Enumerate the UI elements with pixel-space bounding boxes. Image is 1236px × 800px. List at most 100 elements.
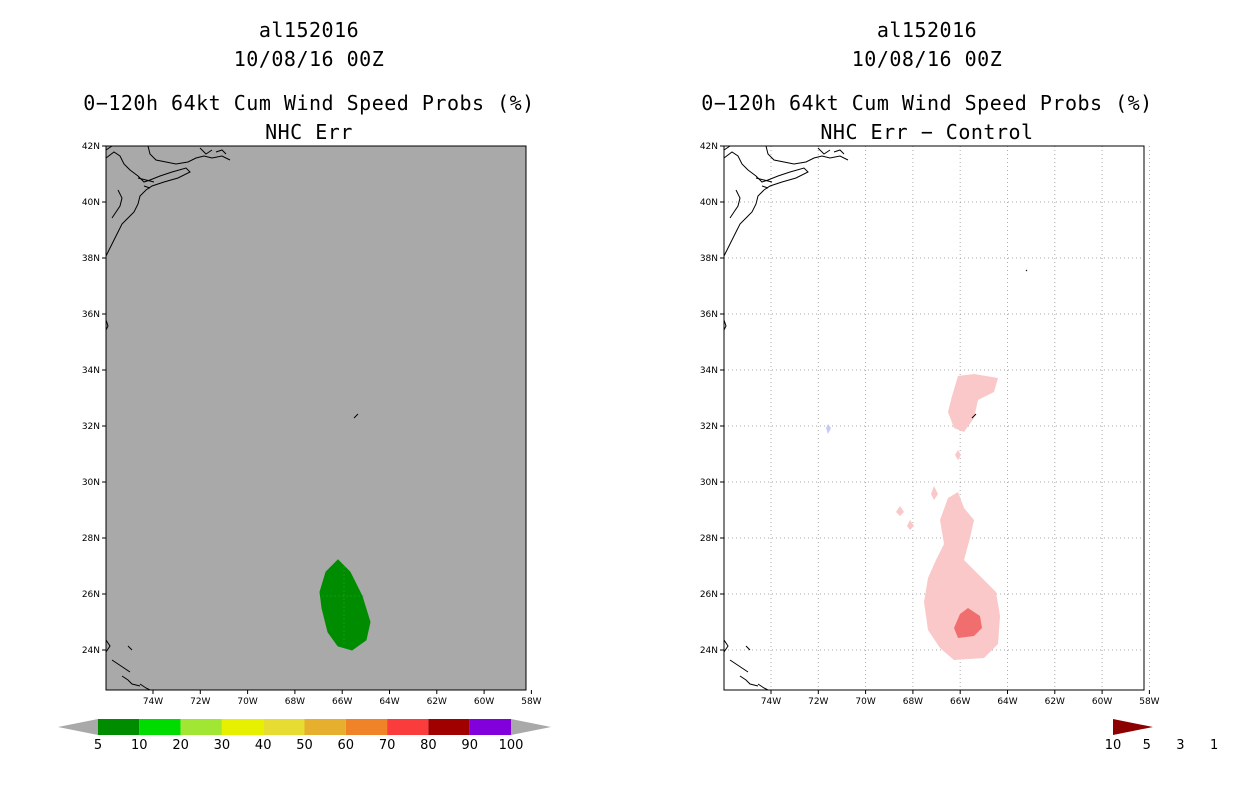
lat-label: 34N [700, 366, 718, 376]
lat-label: 40N [700, 198, 718, 208]
colorbar-label: 5 [1143, 738, 1151, 753]
lat-label: 32N [700, 422, 718, 432]
lon-label: 60W [1092, 697, 1112, 707]
colorbar-label: 20 [172, 738, 189, 753]
left-product-title: 0−120h 64kt Cum Wind Speed Probs (%) [83, 91, 535, 115]
left-panel: al152016 10/08/16 00Z 0−120h 64kt Cum Wi… [58, 18, 551, 753]
colorbar-label: 60 [338, 738, 355, 753]
colorbar-bin [345, 719, 388, 735]
right-map: 42N 40N 38N 36N 34N 32N 30N 28N 26N 24N 74W 72W 70W… [700, 142, 1218, 753]
lon-label: 64W [379, 697, 399, 707]
colorbar-bin [428, 719, 470, 735]
colorbar-bin [221, 719, 264, 735]
lat-label: 28N [700, 534, 718, 544]
right-colorbar: −10−5−3−113510 [1105, 719, 1218, 753]
right-storm-id: al152016 [876, 18, 978, 42]
colorbar-bin [469, 719, 511, 735]
lon-label: 66W [950, 697, 970, 707]
right-diff-1-3-west-b [896, 506, 904, 516]
colorbar-label: 50 [296, 738, 313, 753]
colorbar-label: 90 [461, 738, 478, 753]
right-coastline [723, 145, 1028, 691]
colorbar-label: 80 [420, 738, 437, 753]
left-map: 42N 40N 38N 36N 34N 32N 30N 28N 26N 24N 74W 72W 70W… [58, 142, 551, 753]
lon-label: 62W [427, 697, 447, 707]
lat-label: 26N [82, 590, 100, 600]
left-datetime: 10/08/16 00Z [233, 47, 385, 71]
lon-label: 64W [997, 697, 1017, 707]
lon-label: 72W [190, 697, 210, 707]
left-subtitle: NHC Err [265, 120, 353, 144]
lat-label: 28N [82, 534, 100, 544]
colorbar-label: 100 [499, 738, 524, 753]
colorbar-label: 40 [255, 738, 272, 753]
right-diff-neg-1-3 [826, 424, 831, 434]
lon-label: 68W [285, 697, 305, 707]
lat-label: 24N [82, 646, 100, 656]
left-contour-grid [322, 566, 366, 646]
left-storm-id: al152016 [258, 18, 360, 42]
colorbar-bin [98, 719, 140, 735]
lon-label: 58W [1139, 697, 1159, 707]
right-diff-1-3-north [948, 374, 998, 432]
lat-label: 42N [82, 142, 100, 152]
lat-label: 30N [700, 478, 718, 488]
colorbar-bin [139, 719, 181, 735]
colorbar-label: 10 [131, 738, 148, 753]
right-diff-3-5 [954, 608, 982, 638]
lat-label: 30N [82, 478, 100, 488]
colorbar-bin [263, 719, 305, 735]
lat-label: 40N [82, 198, 100, 208]
lat-label: 36N [82, 310, 100, 320]
right-diff-1-3-west-a [931, 486, 938, 500]
lat-label: 32N [82, 422, 100, 432]
right-diff-1-3-dot2 [907, 520, 914, 530]
colorbar-label: 10 [1105, 738, 1122, 753]
right-diff-contours [826, 374, 1000, 660]
colorbar-under-triangle [58, 719, 98, 735]
lat-label: 38N [700, 254, 718, 264]
colorbar-bin [304, 719, 346, 735]
colorbar-label: 30 [214, 738, 231, 753]
colorbar-label: 5 [94, 738, 102, 753]
right-product-title: 0−120h 64kt Cum Wind Speed Probs (%) [701, 91, 1153, 115]
lon-label: 58W [521, 697, 541, 707]
lon-label: 60W [474, 697, 494, 707]
lon-label: 70W [237, 697, 257, 707]
left-prob-contour-5-10 [319, 559, 371, 651]
colorbar-label: 70 [379, 738, 396, 753]
colorbar-bin [180, 719, 222, 735]
right-diff-1-3-south [924, 492, 1000, 660]
left-lon-axis: 74W 72W 70W 68W 66W 64W 62W 60W 58W [143, 690, 542, 707]
lon-label: 72W [808, 697, 828, 707]
colorbar-over-triangle [511, 719, 551, 735]
lon-label: 70W [855, 697, 875, 707]
left-colorbar: 5 10 20 30 40 50 60 70 80 90 100 [58, 719, 551, 753]
right-datetime: 10/08/16 00Z [851, 47, 1003, 71]
left-lat-axis: 42N 40N 38N 36N 34N 32N 30N 28N 26N 24N [82, 142, 106, 656]
left-map-frame [105, 145, 527, 691]
right-diff-1-3-dot [955, 450, 961, 460]
right-lon-axis: 74W 72W 70W 68W 66W 64W 62W 60W 58W [761, 690, 1160, 707]
right-map-frame [723, 145, 1145, 691]
right-panel: al152016 10/08/16 00Z 0−120h 64kt Cum Wi… [618, 0, 1236, 800]
lon-label: 74W [761, 697, 781, 707]
lat-label: 42N [700, 142, 718, 152]
colorbar-label: 1 [1210, 738, 1218, 753]
left-map-background [106, 146, 526, 690]
right-subtitle: NHC Err − Control [820, 120, 1034, 144]
colorbar-label: 3 [1176, 738, 1184, 753]
lon-label: 66W [332, 697, 352, 707]
lat-label: 26N [700, 590, 718, 600]
lon-label: 74W [143, 697, 163, 707]
colorbar-bin [387, 719, 429, 735]
lat-label: 36N [700, 310, 718, 320]
lon-label: 68W [903, 697, 923, 707]
left-coastline [105, 145, 359, 691]
lat-label: 38N [82, 254, 100, 264]
lon-label: 62W [1045, 697, 1065, 707]
lat-label: 34N [82, 366, 100, 376]
right-lat-axis: 42N 40N 38N 36N 34N 32N 30N 28N 26N 24N [700, 142, 724, 656]
lat-label: 24N [700, 646, 718, 656]
colorbar-over-triangle [1113, 719, 1153, 735]
